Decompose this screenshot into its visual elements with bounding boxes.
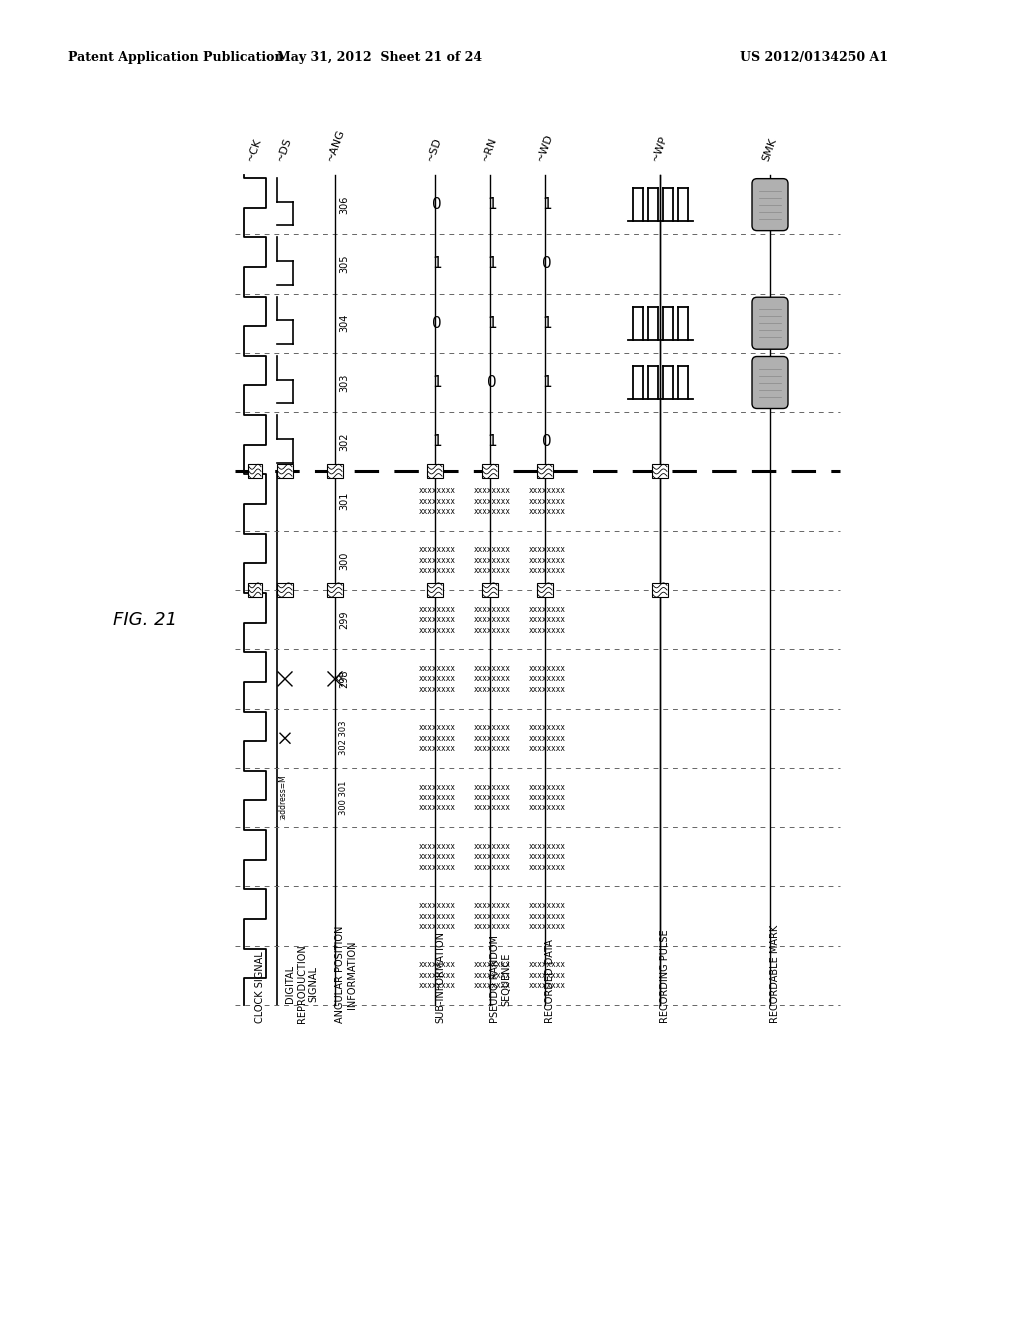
Bar: [248, 583, 262, 597]
Text: xxxxxxxx
xxxxxxxx
xxxxxxxx: xxxxxxxx xxxxxxxx xxxxxxxx: [419, 783, 456, 812]
Text: SUB-INFORMATION: SUB-INFORMATION: [435, 931, 445, 1023]
Text: xxxxxxxx
xxxxxxxx
xxxxxxxx: xxxxxxxx xxxxxxxx xxxxxxxx: [528, 486, 565, 516]
Text: 1: 1: [487, 315, 497, 331]
Text: xxxxxxxx
xxxxxxxx
xxxxxxxx: xxxxxxxx xxxxxxxx xxxxxxxx: [473, 961, 511, 990]
Text: 298: 298: [339, 669, 349, 688]
Text: ~SD: ~SD: [426, 136, 443, 162]
Text: 0: 0: [487, 375, 497, 389]
Text: xxxxxxxx
xxxxxxxx
xxxxxxxx: xxxxxxxx xxxxxxxx xxxxxxxx: [419, 723, 456, 754]
FancyBboxPatch shape: [752, 356, 788, 408]
Bar: [327, 583, 343, 597]
Text: 1: 1: [542, 375, 552, 389]
Text: 300: 300: [339, 552, 349, 569]
Text: xxxxxxxx
xxxxxxxx
xxxxxxxx: xxxxxxxx xxxxxxxx xxxxxxxx: [528, 723, 565, 754]
Text: 300 301: 300 301: [339, 780, 348, 814]
Text: 1: 1: [487, 256, 497, 272]
Bar: [427, 465, 443, 478]
Bar: [482, 583, 498, 597]
Text: xxxxxxxx
xxxxxxxx
xxxxxxxx: xxxxxxxx xxxxxxxx xxxxxxxx: [419, 842, 456, 871]
Text: ~RN: ~RN: [480, 136, 499, 162]
Text: 0: 0: [432, 197, 441, 213]
Text: 299: 299: [339, 610, 349, 628]
Text: Patent Application Publication: Patent Application Publication: [68, 51, 284, 65]
Bar: [427, 583, 443, 597]
Text: 0: 0: [542, 256, 552, 272]
Text: RECORDING PULSE: RECORDING PULSE: [660, 929, 670, 1023]
Text: ~ANG: ~ANG: [326, 128, 346, 162]
Text: ~DS: ~DS: [275, 136, 294, 162]
Text: xxxxxxxx
xxxxxxxx
xxxxxxxx: xxxxxxxx xxxxxxxx xxxxxxxx: [528, 783, 565, 812]
Text: xxxxxxxx
xxxxxxxx
xxxxxxxx: xxxxxxxx xxxxxxxx xxxxxxxx: [419, 664, 456, 694]
Text: xxxxxxxx
xxxxxxxx
xxxxxxxx: xxxxxxxx xxxxxxxx xxxxxxxx: [419, 605, 456, 635]
Bar: [278, 465, 293, 478]
Text: 1: 1: [432, 375, 441, 389]
Text: ANGULAR POSITION
INFORMATION: ANGULAR POSITION INFORMATION: [335, 925, 356, 1023]
Text: xxxxxxxx
xxxxxxxx
xxxxxxxx: xxxxxxxx xxxxxxxx xxxxxxxx: [419, 486, 456, 516]
Text: 1: 1: [542, 197, 552, 213]
Text: US 2012/0134250 A1: US 2012/0134250 A1: [740, 51, 888, 65]
Text: SMK: SMK: [761, 137, 778, 162]
Text: 302: 302: [339, 433, 349, 451]
Text: xxxxxxxx
xxxxxxxx
xxxxxxxx: xxxxxxxx xxxxxxxx xxxxxxxx: [528, 664, 565, 694]
Bar: [537, 583, 553, 597]
Text: xxxxxxxx
xxxxxxxx
xxxxxxxx: xxxxxxxx xxxxxxxx xxxxxxxx: [473, 902, 511, 931]
Bar: [652, 465, 668, 478]
Bar: [327, 465, 343, 478]
Text: DIGITAL
REPRODUCTION
SIGNAL: DIGITAL REPRODUCTION SIGNAL: [285, 944, 318, 1023]
Text: xxxxxxxx
xxxxxxxx
xxxxxxxx: xxxxxxxx xxxxxxxx xxxxxxxx: [473, 664, 511, 694]
Text: xxxxxxxx
xxxxxxxx
xxxxxxxx: xxxxxxxx xxxxxxxx xxxxxxxx: [528, 842, 565, 871]
Text: xx: xx: [334, 675, 344, 684]
Text: 0: 0: [432, 315, 441, 331]
Text: xxxxxxxx
xxxxxxxx
xxxxxxxx: xxxxxxxx xxxxxxxx xxxxxxxx: [528, 605, 565, 635]
FancyBboxPatch shape: [752, 178, 788, 231]
Text: ~WD: ~WD: [536, 132, 555, 162]
Text: RECORDED DATA: RECORDED DATA: [545, 939, 555, 1023]
Text: :address=M: :address=M: [279, 775, 288, 820]
Text: 305: 305: [339, 255, 349, 273]
Text: 304: 304: [339, 314, 349, 333]
Text: xxxxxxxx
xxxxxxxx
xxxxxxxx: xxxxxxxx xxxxxxxx xxxxxxxx: [473, 783, 511, 812]
Text: ~CK: ~CK: [246, 137, 263, 162]
Text: 301: 301: [339, 492, 349, 511]
Text: 1: 1: [432, 256, 441, 272]
Text: 1: 1: [487, 197, 497, 213]
Text: xxxxxxxx
xxxxxxxx
xxxxxxxx: xxxxxxxx xxxxxxxx xxxxxxxx: [419, 961, 456, 990]
Text: xxxxxxxx
xxxxxxxx
xxxxxxxx: xxxxxxxx xxxxxxxx xxxxxxxx: [473, 842, 511, 871]
Text: xxxxxxxx
xxxxxxxx
xxxxxxxx: xxxxxxxx xxxxxxxx xxxxxxxx: [473, 723, 511, 754]
Text: PSEUDO RANDOM
SEQUENCE: PSEUDO RANDOM SEQUENCE: [490, 935, 512, 1023]
Text: 306: 306: [339, 195, 349, 214]
Bar: [652, 583, 668, 597]
Text: CLOCK SIGNAL: CLOCK SIGNAL: [255, 952, 265, 1023]
Text: RECORDABLE MARK: RECORDABLE MARK: [770, 925, 780, 1023]
Text: ~WP: ~WP: [650, 135, 670, 162]
Text: xxxxxxxx
xxxxxxxx
xxxxxxxx: xxxxxxxx xxxxxxxx xxxxxxxx: [528, 902, 565, 931]
Text: xxxxxxxx
xxxxxxxx
xxxxxxxx: xxxxxxxx xxxxxxxx xxxxxxxx: [528, 545, 565, 576]
FancyBboxPatch shape: [752, 297, 788, 350]
Text: xxxxxxxx
xxxxxxxx
xxxxxxxx: xxxxxxxx xxxxxxxx xxxxxxxx: [419, 545, 456, 576]
Text: 303: 303: [339, 374, 349, 392]
Text: May 31, 2012  Sheet 21 of 24: May 31, 2012 Sheet 21 of 24: [278, 51, 482, 65]
Text: 1: 1: [542, 315, 552, 331]
Text: xxxxxxxx
xxxxxxxx
xxxxxxxx: xxxxxxxx xxxxxxxx xxxxxxxx: [473, 605, 511, 635]
Bar: [248, 465, 262, 478]
Text: 1: 1: [487, 434, 497, 449]
Text: xxxxxxxx
xxxxxxxx
xxxxxxxx: xxxxxxxx xxxxxxxx xxxxxxxx: [419, 902, 456, 931]
Text: xxxxxxxx
xxxxxxxx
xxxxxxxx: xxxxxxxx xxxxxxxx xxxxxxxx: [473, 486, 511, 516]
Text: FIG. 21: FIG. 21: [113, 611, 177, 628]
Text: 0: 0: [542, 434, 552, 449]
Bar: [482, 465, 498, 478]
Bar: [537, 465, 553, 478]
Text: xxxxxxxx
xxxxxxxx
xxxxxxxx: xxxxxxxx xxxxxxxx xxxxxxxx: [528, 961, 565, 990]
Bar: [278, 583, 293, 597]
Text: 1: 1: [432, 434, 441, 449]
Text: 302 303: 302 303: [339, 721, 348, 755]
Text: xxxxxxxx
xxxxxxxx
xxxxxxxx: xxxxxxxx xxxxxxxx xxxxxxxx: [473, 545, 511, 576]
